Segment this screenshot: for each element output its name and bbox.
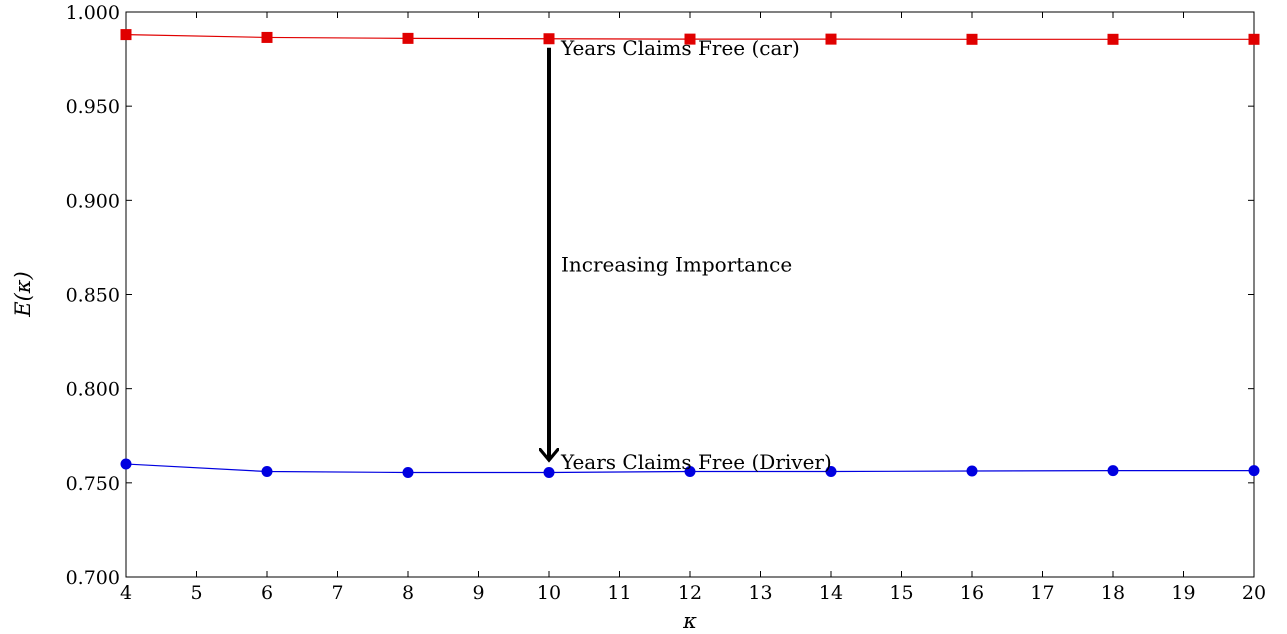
series-0-point	[1107, 33, 1119, 45]
y-tick-label: 0.850	[66, 285, 120, 307]
x-tick-label: 14	[819, 582, 843, 604]
series-0-point	[402, 32, 414, 44]
x-tick-label: 18	[1101, 582, 1125, 604]
series-0-point	[825, 33, 837, 45]
series-1-point	[1107, 465, 1119, 477]
x-tick-label: 19	[1171, 582, 1195, 604]
x-tick-label: 11	[607, 582, 631, 604]
series-1-point	[684, 466, 696, 478]
y-tick-label: 0.900	[66, 190, 120, 212]
series-1-point	[120, 458, 132, 470]
annotation-label: Increasing Importance	[561, 252, 792, 276]
y-tick-label: 1.000	[66, 2, 120, 24]
y-tick-label: 0.950	[66, 96, 120, 118]
series-1-point	[966, 465, 978, 477]
x-tick-label: 6	[261, 582, 273, 604]
x-tick-label: 20	[1242, 582, 1266, 604]
x-tick-label: 16	[960, 582, 984, 604]
x-tick-label: 17	[1030, 582, 1054, 604]
series-0-point	[966, 33, 978, 45]
x-tick-label: 8	[402, 582, 414, 604]
x-axis-title: κ	[682, 609, 697, 633]
x-tick-label: 7	[331, 582, 343, 604]
x-axis: 4 5 6 7 8 9 10 11 12 13 14 15 16 17 18 19 20	[120, 12, 1266, 604]
y-axis: 0.700 0.750 0.800 0.850 0.900 0.950 1.000	[66, 2, 1254, 589]
y-tick-label: 0.800	[66, 379, 120, 401]
annotations: Years Claims Free (car) Increasing Import…	[549, 36, 832, 474]
series-0-point	[120, 29, 132, 41]
series-1-point	[261, 466, 273, 478]
x-tick-label: 5	[190, 582, 202, 604]
plot-frame	[125, 11, 1255, 578]
series-0-point	[1248, 33, 1260, 45]
series-0-point	[261, 31, 273, 43]
y-axis-title: E(κ)	[11, 271, 35, 318]
plot-frame-group	[125, 11, 1255, 578]
x-tick-label: 12	[678, 582, 702, 604]
series-1-point	[1248, 465, 1260, 477]
series-0-point	[684, 33, 696, 45]
series-1-point	[825, 466, 837, 478]
series-1-point	[543, 466, 555, 478]
y-tick-label: 0.700	[66, 567, 120, 589]
x-tick-label: 4	[120, 582, 132, 604]
series-layer	[120, 29, 1260, 478]
x-tick-label: 15	[889, 582, 913, 604]
series-1-point	[402, 466, 414, 478]
x-tick-label: 9	[472, 582, 484, 604]
y-tick-label: 0.750	[66, 473, 120, 495]
series-0-point	[543, 33, 555, 45]
annotation-label: Years Claims Free (car)	[560, 36, 800, 60]
annotation-label: Years Claims Free (Driver)	[560, 450, 832, 474]
x-tick-label: 13	[748, 582, 772, 604]
x-tick-label: 10	[537, 582, 561, 604]
